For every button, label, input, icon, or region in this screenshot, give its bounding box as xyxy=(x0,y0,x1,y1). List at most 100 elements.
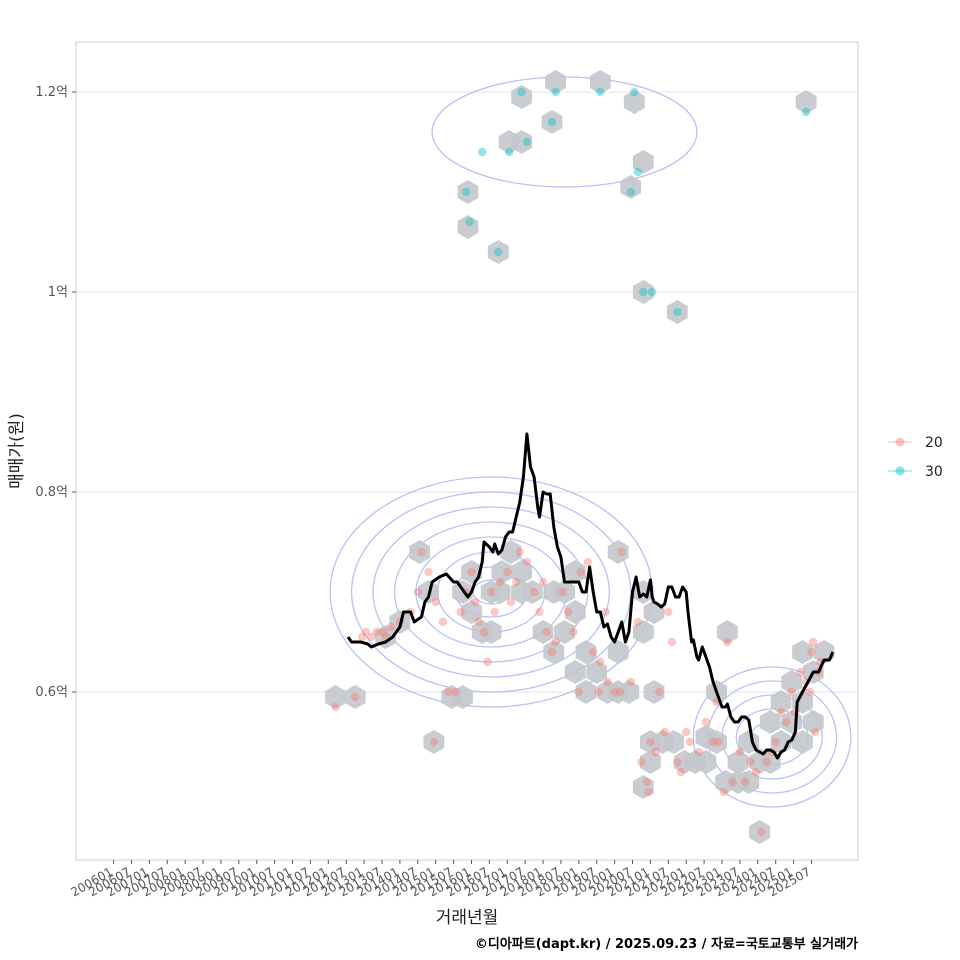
point-20-56 xyxy=(646,737,655,747)
point-20-34 xyxy=(542,627,551,637)
point-20-0 xyxy=(358,632,367,642)
hex-bin-14 xyxy=(491,560,513,584)
hex-bin-63 xyxy=(781,670,803,694)
point-20-82 xyxy=(776,707,786,717)
hex-bin-74 xyxy=(487,240,509,264)
hex-bin-0 xyxy=(325,685,346,709)
y-axis: 0.6억 0.8억 1억 1.2억 xyxy=(35,85,76,700)
hex-bin-29 xyxy=(575,680,597,704)
point-20-86 xyxy=(796,667,805,677)
point-20-62 xyxy=(673,757,682,767)
hex-bin-79 xyxy=(545,70,566,94)
point-30-1 xyxy=(465,217,474,227)
point-30-3 xyxy=(494,247,503,257)
point-20-2 xyxy=(367,632,376,642)
hex-bin-36 xyxy=(632,620,654,644)
point-20-59 xyxy=(660,727,669,737)
hex-bin-84 xyxy=(632,280,654,304)
point-20-70 xyxy=(714,737,723,747)
point-30-5 xyxy=(517,87,526,97)
point-20-19 xyxy=(470,597,480,607)
y-tick-label-0: 0.6억 xyxy=(35,685,68,700)
point-30-16 xyxy=(801,107,811,117)
point-20-41 xyxy=(576,567,585,577)
point-20-95 xyxy=(350,692,360,702)
point-20-33 xyxy=(538,577,548,587)
point-20-30 xyxy=(522,557,532,567)
density-contour-0-6 xyxy=(350,491,632,693)
point-30-13 xyxy=(639,287,648,297)
point-20-9 xyxy=(413,587,422,597)
legend-key-20 xyxy=(895,437,905,447)
hex-bin-83 xyxy=(632,150,654,174)
point-20-64 xyxy=(682,727,691,737)
point-20-77 xyxy=(751,767,761,777)
hex-bin-26 xyxy=(564,600,586,624)
point-20-6 xyxy=(386,622,396,632)
density-contour-0-5 xyxy=(372,506,610,678)
hex-bin-24 xyxy=(554,620,575,644)
point-20-44 xyxy=(594,687,603,697)
point-30-12 xyxy=(633,167,643,177)
point-20-13 xyxy=(438,617,448,627)
hex-bin-27 xyxy=(564,560,586,584)
point-30-9 xyxy=(596,87,605,97)
point-20-23 xyxy=(486,587,496,597)
hex-bin-17 xyxy=(511,560,532,584)
point-20-15 xyxy=(451,687,460,697)
plot-frame xyxy=(75,41,859,861)
point-20-22 xyxy=(483,657,492,667)
point-30-11 xyxy=(630,87,639,97)
point-20-45 xyxy=(596,657,605,667)
trend-line-layer xyxy=(346,432,835,760)
point-20-84 xyxy=(787,687,796,697)
legend-label-30: 30 xyxy=(925,464,943,480)
trend-line xyxy=(346,432,835,760)
point-20-52 xyxy=(633,617,643,627)
hex-bin-35 xyxy=(618,680,640,704)
hex-bin-60 xyxy=(759,710,781,734)
point-30-10 xyxy=(626,187,635,197)
x-axis-title: 거래년월 xyxy=(436,908,499,928)
point-20-54 xyxy=(642,777,652,787)
density-contour-1-4 xyxy=(692,666,852,808)
point-20-72 xyxy=(723,637,732,647)
hex-bin-76 xyxy=(511,130,532,154)
point-20-58 xyxy=(655,687,664,697)
point-20-67 xyxy=(701,717,711,727)
point-20-27 xyxy=(506,597,516,607)
point-20-18 xyxy=(467,567,476,577)
point-20-74 xyxy=(735,747,745,757)
point-20-63 xyxy=(676,767,686,777)
hex-bin-82 xyxy=(620,175,642,199)
hex-bin-34 xyxy=(607,540,629,564)
point-20-48 xyxy=(610,687,619,697)
point-20-96 xyxy=(429,737,439,747)
hex-bin-85 xyxy=(666,300,688,324)
hex-bin-25 xyxy=(564,660,586,684)
point-20-60 xyxy=(664,607,673,617)
hex-bin-12 xyxy=(480,620,502,644)
hex-bin-50 xyxy=(706,730,727,754)
point-20-35 xyxy=(547,647,557,657)
point-20-66 xyxy=(694,747,703,757)
hex-bin-80 xyxy=(589,70,611,94)
y-axis-title: 매매가(원) xyxy=(7,413,27,489)
hex-bin-41 xyxy=(640,750,661,774)
point-20-76 xyxy=(746,757,755,767)
point-20-3 xyxy=(372,627,381,637)
hex-bin-67 xyxy=(792,640,813,664)
plot-background xyxy=(76,42,858,860)
point-20-11 xyxy=(424,567,433,577)
point-20-36 xyxy=(551,637,560,647)
point-20-42 xyxy=(583,557,592,567)
hex-bin-65 xyxy=(792,730,813,754)
point-20-49 xyxy=(615,687,625,697)
point-20-1 xyxy=(361,627,371,637)
hex-bin-39 xyxy=(643,680,665,704)
point-20-51 xyxy=(626,677,635,687)
point-20-88 xyxy=(805,687,814,697)
point-20-40 xyxy=(574,687,584,697)
hex-bin-15 xyxy=(489,580,511,604)
